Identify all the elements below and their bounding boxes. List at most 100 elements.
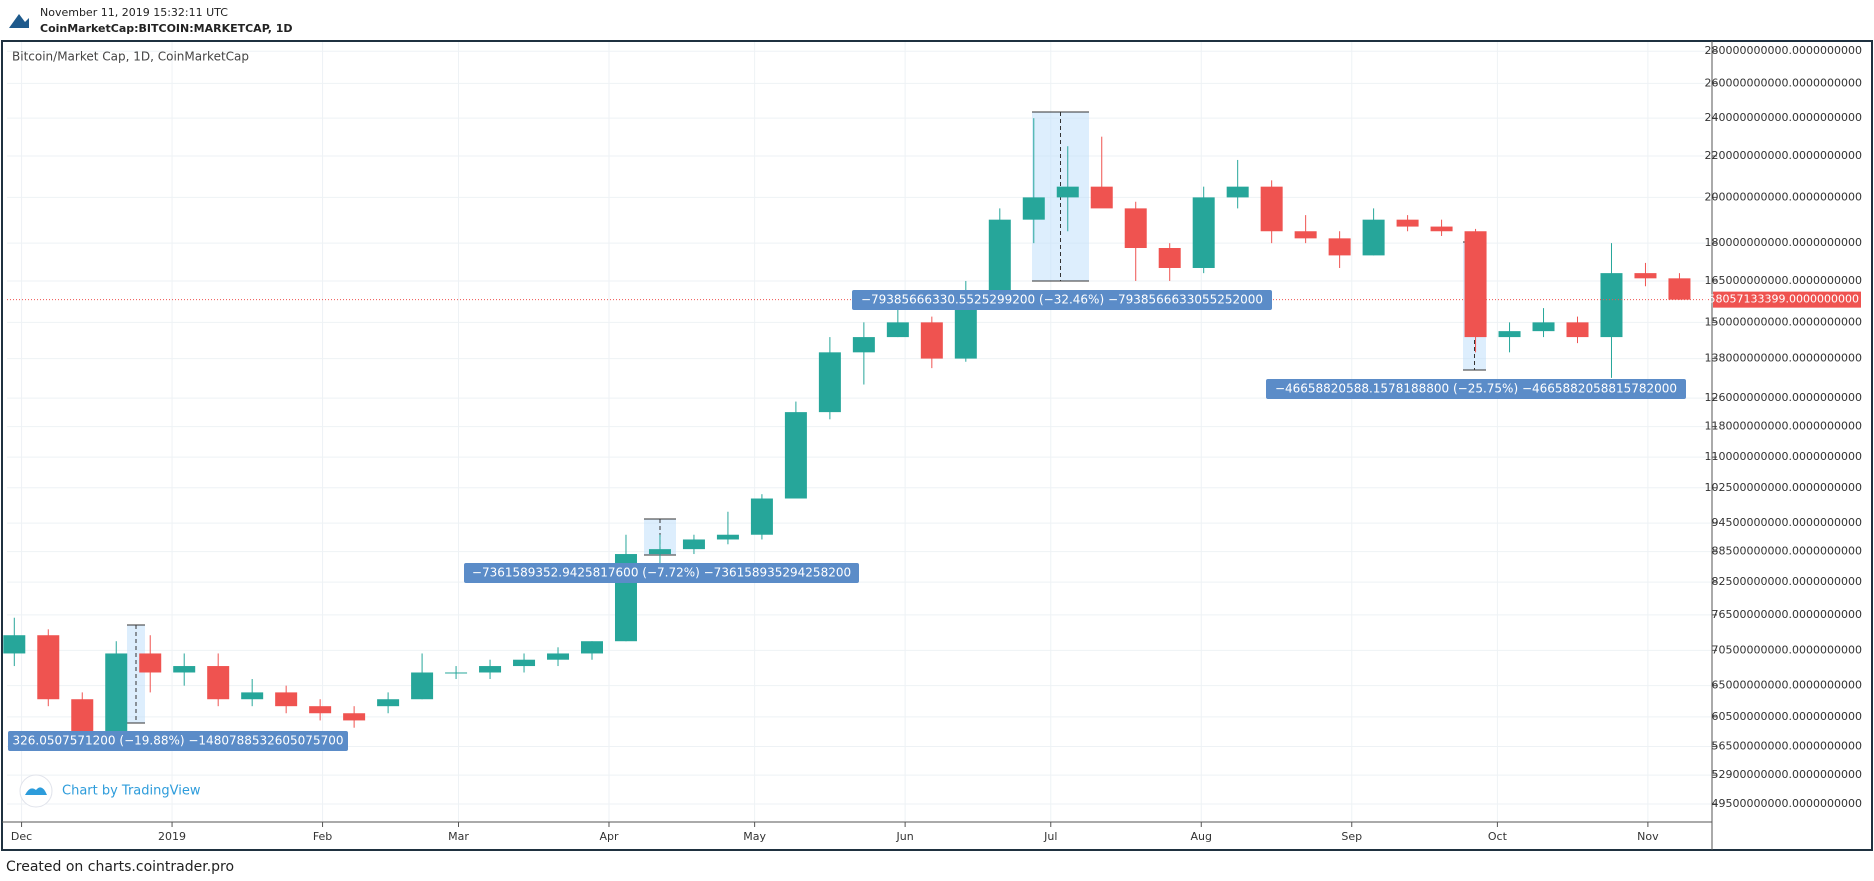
candle-body: [784, 412, 807, 499]
annotation-box: [1266, 379, 1686, 399]
candle-body: [479, 666, 502, 673]
candle-body: [1396, 219, 1419, 227]
candle-body: [411, 672, 434, 700]
x-tick-label: May: [743, 830, 766, 843]
candle-body: [648, 549, 671, 555]
candle-body: [1260, 186, 1283, 232]
chart-title: Bitcoin/Market Cap, 1D, CoinMarketCap: [12, 50, 249, 64]
axes: 280000000000.0000000000 260000000000.0000…: [11, 44, 1862, 843]
candle-body: [1498, 331, 1521, 338]
candle-body: [377, 699, 400, 707]
candle-body: [139, 653, 162, 673]
y-tick-label: 220000000000.0000000000: [1705, 149, 1862, 162]
candle-body: [920, 322, 943, 359]
candle-body: [1124, 208, 1147, 249]
header-symbol: CoinMarketCap:BITCOIN:MARKETCAP, 1D: [40, 22, 293, 35]
candle-body: [3, 635, 26, 654]
y-tick-label: 240000000000.0000000000: [1705, 111, 1862, 124]
chart-frame: [1, 40, 1873, 851]
watermark-icon: [25, 787, 47, 795]
x-tick-label: Dec: [11, 830, 32, 843]
candle-body: [1600, 273, 1623, 338]
annotation-box: [8, 731, 348, 751]
last-price-tag: [1713, 291, 1861, 308]
annotation-text: −7361589352.9425817600 (−7.72%) −7361589…: [472, 566, 851, 580]
y-tick-label: 76500000000.0000000000: [1712, 608, 1862, 621]
candle-body: [1226, 186, 1249, 198]
candle-body: [1430, 226, 1453, 232]
candle-body: [581, 641, 603, 654]
candle-body: [1056, 186, 1079, 198]
x-tick-label: Aug: [1191, 830, 1212, 843]
candle-body: [1362, 219, 1385, 256]
x-tick-label: Jun: [896, 830, 914, 843]
y-tick-label: 110000000000.0000000000: [1705, 450, 1862, 463]
y-tick-label: 102500000000.0000000000: [1705, 481, 1862, 494]
candle-body: [241, 692, 264, 700]
candle-body: [1158, 248, 1181, 268]
candle-body: [207, 666, 230, 700]
candle-body: [1464, 231, 1487, 338]
x-tick-label: Oct: [1488, 830, 1508, 843]
candle-body: [37, 635, 60, 700]
grid: [7, 42, 1711, 821]
annotation-text: −46658820588.1578188800 (−25.75%) −46658…: [1275, 382, 1677, 396]
candle-body: [1634, 273, 1657, 279]
candle-body: [343, 713, 366, 721]
x-tick-label: Sep: [1341, 830, 1362, 843]
candle-body: [1668, 278, 1691, 300]
candle-body: [275, 692, 298, 707]
x-tick-label: Feb: [313, 830, 332, 843]
watermark[interactable]: Chart by TradingView: [19, 774, 201, 808]
candle-body: [173, 666, 196, 673]
logo: [9, 14, 29, 28]
candle-body: [513, 659, 536, 667]
y-tick-label: 280000000000.0000000000: [1705, 44, 1862, 57]
candle-body: [309, 706, 332, 714]
y-tick-label: 180000000000.0000000000: [1705, 236, 1862, 249]
candle-body: [852, 337, 875, 353]
candle-body: [750, 498, 773, 535]
candle-body: [818, 352, 841, 413]
candle-body: [71, 699, 94, 739]
y-tick-label: 260000000000.0000000000: [1705, 76, 1862, 89]
y-tick-label: 82500000000.0000000000: [1712, 575, 1862, 588]
x-tick-label: 2019: [158, 830, 186, 843]
candle-body: [1532, 322, 1555, 332]
candle-body: [445, 672, 468, 674]
y-tick-label: 52900000000.0000000000: [1712, 768, 1862, 781]
y-tick-label: 118000000000.0000000000: [1705, 420, 1862, 433]
candle-body: [1022, 197, 1045, 220]
annotation-text: 326.0507571200 (−19.88%) −14807885326050…: [13, 734, 344, 748]
candle-body: [886, 322, 909, 338]
y-tick-label: 138000000000.0000000000: [1705, 352, 1862, 365]
y-tick-label: 49500000000.0000000000: [1712, 797, 1862, 810]
watermark-text[interactable]: Chart by TradingView: [62, 784, 201, 799]
x-tick-label: Nov: [1637, 830, 1659, 843]
annotation-text: −79385666330.5525299200 (−32.46%) −79385…: [861, 293, 1263, 307]
x-tick-label: Jul: [1043, 830, 1057, 843]
candle-body: [954, 294, 977, 359]
y-tick-label: 88500000000.0000000000: [1712, 545, 1862, 558]
y-tick-label: 200000000000.0000000000: [1705, 190, 1862, 203]
candle-body: [988, 219, 1011, 295]
y-tick-label: 56500000000.0000000000: [1712, 740, 1862, 753]
candle-body: [1294, 231, 1317, 239]
y-tick-label: 94500000000.0000000000: [1712, 516, 1862, 529]
candle-body: [1192, 197, 1215, 268]
candle-body: [716, 534, 739, 540]
footer: Created on charts.cointrader.pro: [6, 859, 234, 875]
candle-body: [1328, 238, 1351, 256]
y-tick-label: 150000000000.0000000000: [1705, 315, 1862, 328]
y-tick-label: 165000000000.0000000000: [1705, 274, 1862, 287]
y-tick-label: 70500000000.0000000000: [1712, 643, 1862, 656]
last-price-label: 158057133399.0000000000: [1702, 293, 1859, 306]
y-tick-label: 60500000000.0000000000: [1712, 710, 1862, 723]
x-tick-label: Apr: [599, 830, 619, 843]
candle-body: [1566, 322, 1589, 338]
candle-body: [547, 653, 570, 660]
y-tick-label: 126000000000.0000000000: [1705, 391, 1862, 404]
x-tick-label: Mar: [448, 830, 469, 843]
